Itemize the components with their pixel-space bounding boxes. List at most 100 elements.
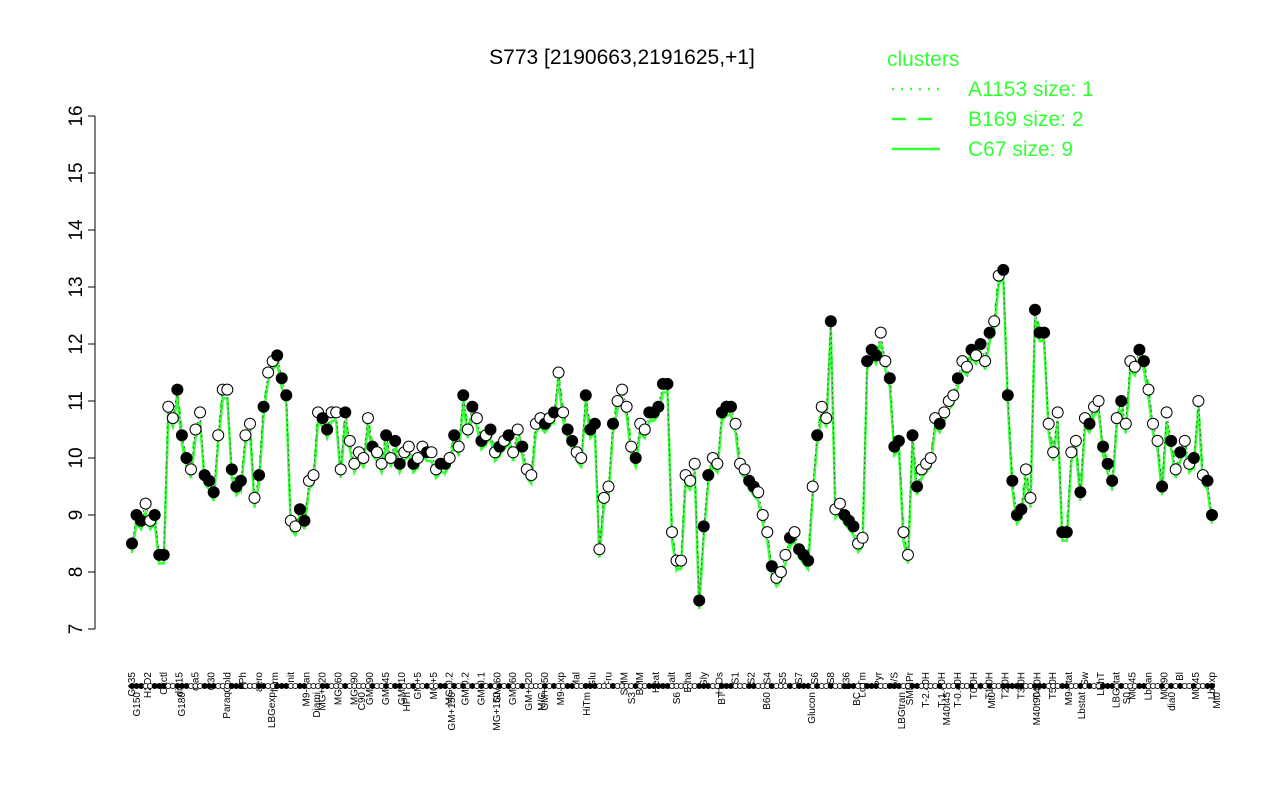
data-point (348, 457, 361, 470)
data-point (180, 452, 193, 464)
data-point (1047, 446, 1060, 459)
data-point (148, 509, 161, 521)
data-point (334, 463, 347, 476)
x-tick-label: Mal (572, 672, 583, 688)
y-tick-label: 14 (66, 219, 87, 241)
data-point (883, 372, 896, 385)
data-point (157, 548, 170, 561)
data-point (602, 480, 615, 493)
data-point (752, 486, 765, 499)
data-point (979, 355, 992, 368)
x-tick-label: M9-exp (556, 672, 567, 706)
x-tick-label: GM+150 (540, 672, 551, 711)
data-point (289, 520, 302, 533)
data-point (1092, 395, 1105, 407)
legend-title: clusters (887, 48, 959, 71)
data-point (357, 452, 370, 464)
data-point (892, 434, 905, 447)
data-point (557, 406, 570, 419)
data-point (461, 423, 474, 436)
x-tick-label: Paraq (222, 692, 233, 719)
data-point (1206, 509, 1218, 521)
x-tick-label: BT (717, 692, 728, 705)
data-point (371, 446, 384, 459)
x-tick-label: G/S (889, 672, 900, 690)
data-point (675, 554, 688, 567)
x-tick-label: S6 (810, 672, 821, 685)
data-point (1065, 446, 1078, 459)
data-point (1178, 434, 1191, 447)
x-tick-label: T-1.40H (937, 672, 948, 708)
x-axis: G135H2O2Oxctldia15dia5C30ColdLPhaeroferm… (127, 671, 1223, 730)
data-point (870, 349, 883, 362)
legend-label: A1153 size: 1 (968, 78, 1094, 101)
data-point (774, 566, 787, 578)
data-point (402, 440, 415, 453)
data-point (711, 457, 724, 470)
data-point (212, 429, 225, 442)
data-point (243, 417, 256, 430)
x-tick-label: nit (286, 672, 297, 683)
data-point (947, 389, 960, 402)
data-point (139, 497, 152, 510)
data-point (906, 429, 919, 442)
data-point (702, 469, 715, 482)
x-tick-label: HPh (402, 692, 413, 711)
data-point (625, 440, 638, 453)
x-tick-label: M9-stat (1064, 672, 1075, 706)
x-tick-label: ferm (270, 672, 281, 692)
data-point (507, 446, 520, 459)
data-point (1083, 417, 1096, 430)
x-tick-label: C90 (357, 692, 368, 711)
data-point (466, 400, 479, 413)
data-point (1006, 474, 1019, 487)
x-tick-label: BC (852, 692, 863, 706)
x-tick-label: Pyr (873, 671, 884, 687)
chart-title: S773 [2190663,2191625,+1] (489, 46, 755, 69)
y-tick-label: 13 (66, 276, 87, 297)
data-point (166, 412, 179, 425)
data-point (756, 509, 769, 521)
x-tick-label: S8 (826, 672, 837, 685)
data-point (225, 463, 238, 476)
x-tick-label: HiTm (582, 692, 593, 716)
data-point (298, 514, 311, 527)
data-point (607, 417, 620, 430)
x-tick-label: M40t45 (942, 692, 953, 726)
data-point (162, 400, 175, 413)
x-tick-label: M40t90 (1032, 692, 1043, 726)
x-tick-label: Cold (222, 672, 233, 693)
data-point (788, 526, 801, 539)
data-point (257, 400, 270, 413)
data-point (761, 526, 774, 539)
data-point (1165, 434, 1178, 447)
data-point (924, 452, 937, 464)
data-point (511, 423, 524, 436)
data-point (1001, 389, 1014, 402)
data-point (1015, 503, 1028, 516)
data-point (194, 406, 207, 419)
data-point (239, 429, 252, 442)
y-tick-label: 9 (66, 510, 87, 521)
data-point (833, 497, 846, 510)
data-point (575, 452, 588, 464)
data-point (566, 434, 579, 447)
x-tick-label: aero (254, 672, 265, 692)
y-tick-label: 15 (66, 162, 87, 183)
data-point (847, 520, 860, 533)
data-point (361, 412, 374, 425)
data-point (175, 429, 188, 442)
data-point (988, 315, 1001, 328)
data-point (189, 423, 202, 436)
data-point (856, 531, 869, 544)
data-point (375, 457, 388, 470)
x-tick-label: S5 (778, 672, 789, 685)
data-point (470, 412, 483, 425)
data-point (1187, 452, 1200, 464)
x-tick-label: Glucon (807, 692, 818, 724)
data-point (307, 469, 320, 482)
data-point (248, 491, 261, 504)
data-point (861, 355, 874, 368)
x-tick-label: Gly (699, 672, 710, 687)
x-tick-label: dia5 (191, 672, 202, 691)
